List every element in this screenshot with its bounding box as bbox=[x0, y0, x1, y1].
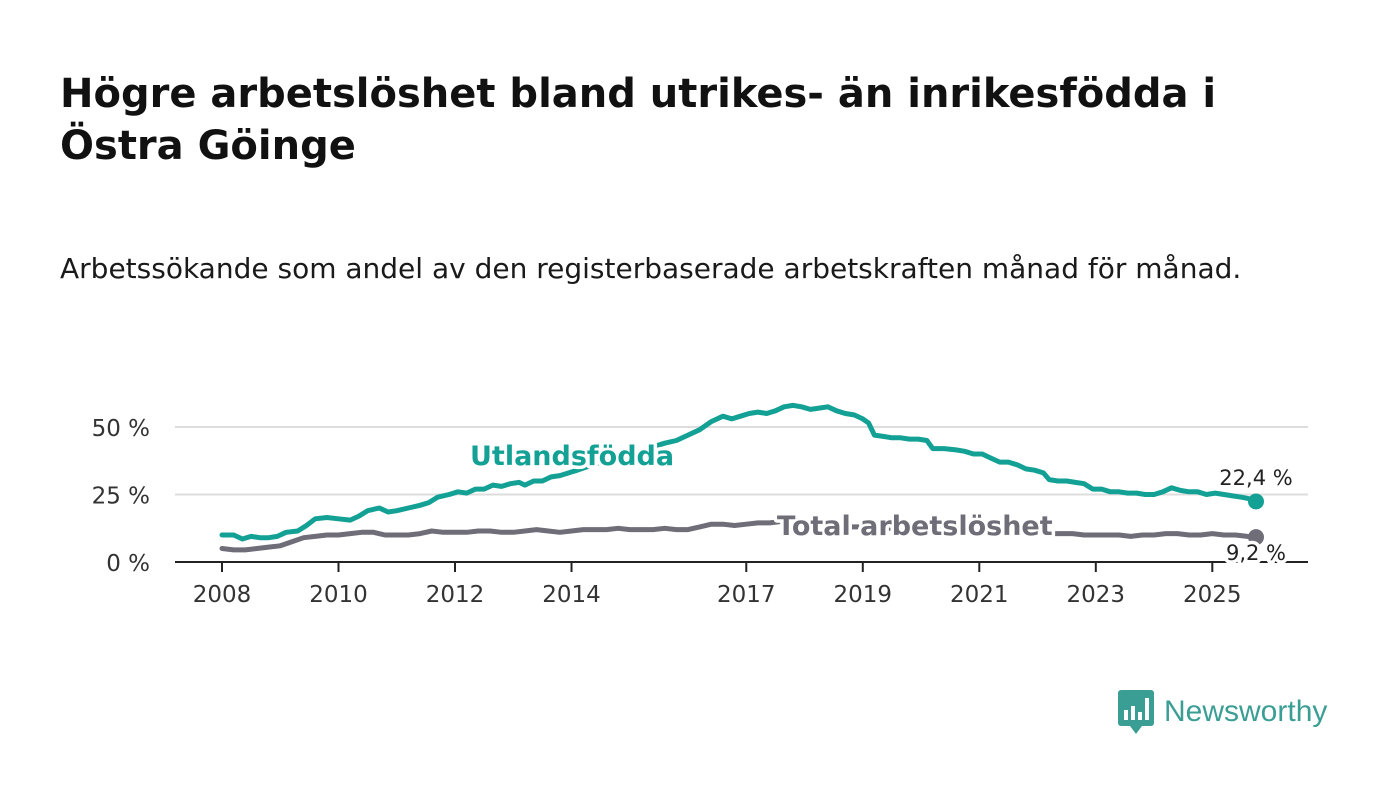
x-tick-label: 2014 bbox=[542, 582, 601, 608]
y-tick-label: 0 % bbox=[106, 551, 150, 577]
series-label-utlandsfodda-text: Utlandsfödda bbox=[470, 441, 674, 472]
x-axis: 2008 2010 2012 2014 2017 2019 2021 2023 2025 bbox=[175, 561, 1308, 608]
newsworthy-logo: Newsworthy bbox=[1118, 690, 1327, 734]
y-tick-label: 50 % bbox=[92, 416, 150, 442]
series-line-utlandsfodda bbox=[219, 402, 1259, 542]
series-endpoint-total bbox=[1248, 529, 1264, 546]
chart-subtitle: Arbetssökande som andel av den registerb… bbox=[60, 252, 1242, 285]
series-label-total-text: Total arbetslöshet bbox=[777, 511, 1053, 542]
x-tick-label: 2017 bbox=[717, 582, 776, 608]
x-tick-label: 2019 bbox=[834, 582, 893, 608]
line-chart: 0 % 25 % 50 % 2008 2010 2012 2014 2017 2019 2021… bbox=[92, 402, 1308, 608]
x-tick-label: 2012 bbox=[426, 582, 485, 608]
end-label-utlandsfodda-text: 22,4 % bbox=[1219, 466, 1292, 490]
gridlines bbox=[175, 426, 1308, 496]
end-label-total-halo: 9,2 % bbox=[1226, 541, 1286, 565]
end-label-utlandsfodda-halo: 22,4 % bbox=[1219, 466, 1292, 490]
newsworthy-logo-icon bbox=[1118, 690, 1154, 734]
y-axis: 0 % 25 % 50 % bbox=[92, 416, 150, 577]
x-tick-label: 2025 bbox=[1183, 582, 1242, 608]
chart-title: Högre arbetslöshet bland utrikes- än inr… bbox=[60, 71, 1217, 169]
series-lines bbox=[219, 402, 1264, 553]
x-tick-label: 2023 bbox=[1067, 582, 1126, 608]
series-line-total bbox=[219, 519, 1259, 553]
end-label-total-text: 9,2 % bbox=[1226, 541, 1286, 565]
end-label-total: 9,2 %9,2 % bbox=[1222, 538, 1289, 569]
series-label-total-halo: Total arbetslöshet bbox=[777, 511, 1053, 542]
x-tick-label: 2008 bbox=[193, 582, 252, 608]
series-endpoint-utlandsfodda bbox=[1248, 493, 1264, 510]
newsworthy-logo-text: Newsworthy bbox=[1164, 695, 1328, 728]
y-tick-label: 25 % bbox=[92, 484, 150, 510]
end-label-utlandsfodda: 22,4 %22,4 % bbox=[1216, 463, 1296, 494]
x-tick-label: 2021 bbox=[950, 582, 1009, 608]
x-tick-label: 2010 bbox=[309, 582, 368, 608]
series-label-utlandsfodda-halo: Utlandsfödda bbox=[470, 441, 674, 472]
